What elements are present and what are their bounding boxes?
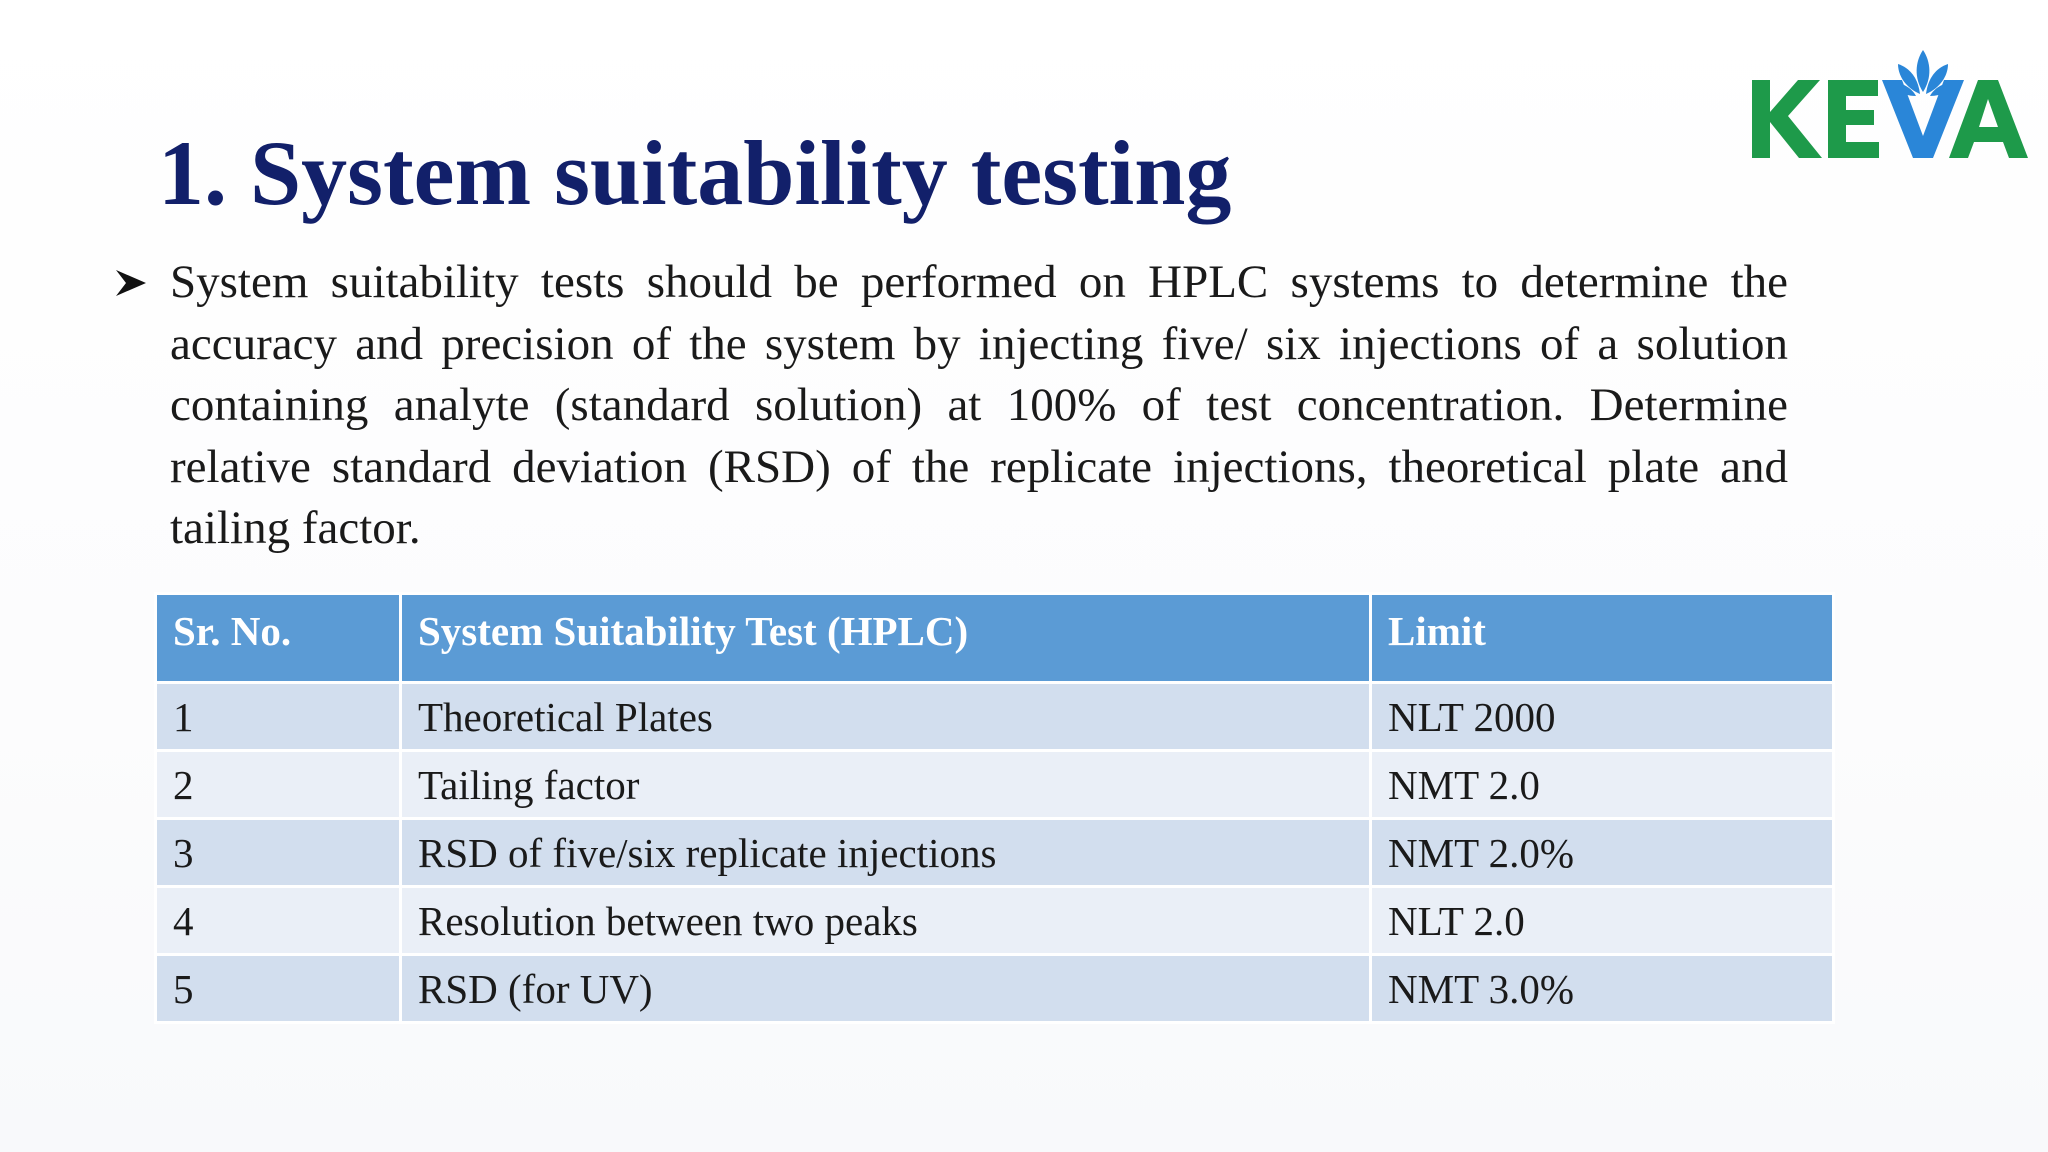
table-header-row: Sr. No. System Suitability Test (HPLC) L… [154,592,1835,684]
cell-test: RSD (for UV) [399,953,1372,1024]
header-sr-no: Sr. No. [154,592,402,684]
arrowhead-bullet-icon [116,270,146,296]
table-row: 2 Tailing factor NMT 2.0 [154,749,1835,820]
cell-sr-no: 4 [154,885,402,956]
system-suitability-table: Sr. No. System Suitability Test (HPLC) L… [154,592,1835,1024]
cell-test: RSD of five/six replicate injections [399,817,1372,888]
header-limit: Limit [1369,592,1835,684]
table: Sr. No. System Suitability Test (HPLC) L… [154,592,1835,1024]
bullet-text: System suitability tests should be perfo… [170,256,1788,554]
cell-sr-no: 5 [154,953,402,1024]
cell-limit: NLT 2.0 [1369,885,1835,956]
keva-logo [1748,44,2030,168]
cell-test: Resolution between two peaks [399,885,1372,956]
cell-limit: NLT 2000 [1369,681,1835,752]
slide-title: 1. System suitability testing [158,122,1232,224]
cell-limit: NMT 3.0% [1369,953,1835,1024]
cell-sr-no: 1 [154,681,402,752]
cell-limit: NMT 2.0 [1369,749,1835,820]
cell-limit: NMT 2.0% [1369,817,1835,888]
cell-sr-no: 2 [154,749,402,820]
cell-test: Tailing factor [399,749,1372,820]
table-row: 3 RSD of five/six replicate injections N… [154,817,1835,888]
table-row: 5 RSD (for UV) NMT 3.0% [154,953,1835,1024]
cell-test: Theoretical Plates [399,681,1372,752]
header-test: System Suitability Test (HPLC) [399,592,1372,684]
keva-wordmark [1752,80,2028,158]
table-row: 4 Resolution between two peaks NLT 2.0 [154,885,1835,956]
table-row: 1 Theoretical Plates NLT 2000 [154,681,1835,752]
cell-sr-no: 3 [154,817,402,888]
